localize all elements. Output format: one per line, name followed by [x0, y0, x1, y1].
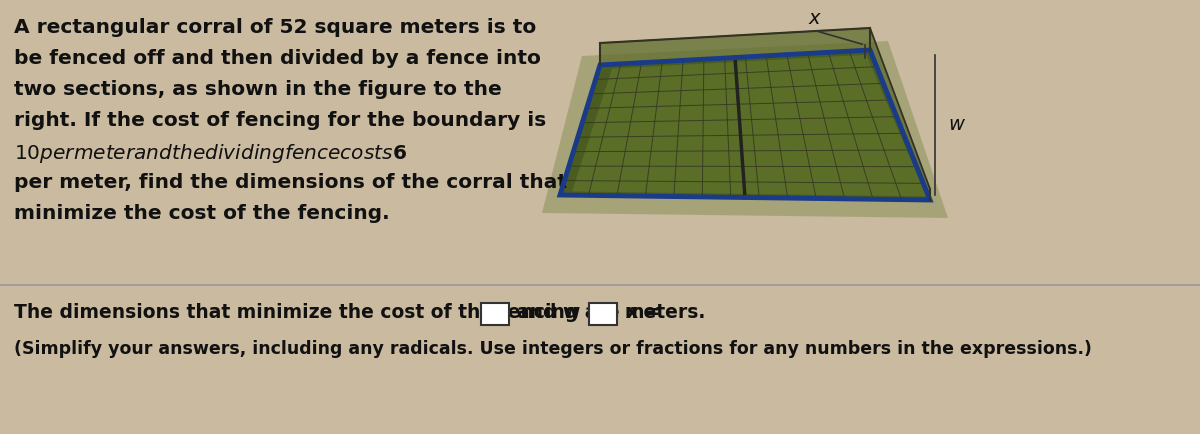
Text: per meter, find the dimensions of the corral that: per meter, find the dimensions of the co…	[14, 173, 568, 192]
Polygon shape	[600, 28, 870, 65]
Polygon shape	[542, 41, 948, 218]
Text: right. If the cost of fencing for the boundary is: right. If the cost of fencing for the bo…	[14, 111, 546, 130]
Text: meters.: meters.	[625, 303, 707, 322]
Text: and w =: and w =	[517, 303, 602, 322]
Text: (Simplify your answers, including any radicals. Use integers or fractions for an: (Simplify your answers, including any ra…	[14, 340, 1092, 358]
Polygon shape	[870, 28, 930, 200]
Polygon shape	[572, 55, 926, 197]
Text: $\it{w}$: $\it{w}$	[948, 116, 966, 134]
Text: The dimensions that minimize the cost of the fencing are x =: The dimensions that minimize the cost of…	[14, 303, 660, 322]
Text: A rectangular corral of 52 square meters is to: A rectangular corral of 52 square meters…	[14, 18, 536, 37]
Text: be fenced off and then divided by a fence into: be fenced off and then divided by a fenc…	[14, 49, 541, 68]
Polygon shape	[560, 50, 930, 200]
Text: minimize the cost of the fencing.: minimize the cost of the fencing.	[14, 204, 390, 223]
Text: $\it{x}$: $\it{x}$	[808, 10, 822, 28]
Bar	[481, 303, 509, 325]
Text: two sections, as shown in the figure to the: two sections, as shown in the figure to …	[14, 80, 502, 99]
Text: $10 per meter and the dividing fence costs $6: $10 per meter and the dividing fence cos…	[14, 142, 407, 165]
Bar	[589, 303, 617, 325]
